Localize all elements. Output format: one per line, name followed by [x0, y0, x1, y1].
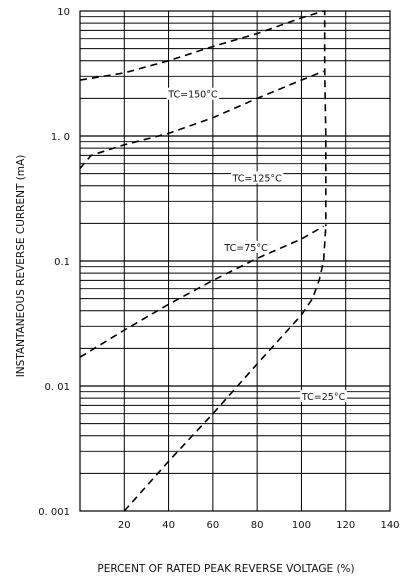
curve-tc-75-c — [79, 225, 324, 358]
grid — [79, 10, 391, 512]
y-tick-label: 1. 0 — [51, 132, 70, 143]
curves — [79, 10, 327, 512]
curve-label-bg — [166, 87, 220, 100]
tick-labels: 20 40 60 80 100 120 140 0. 001 0. 01 0.1 1. 0 10 — [38, 7, 399, 531]
y-tick-label: 10 — [57, 7, 70, 18]
y-axis-title: INSTANTANEOUS REVERSE CURRENT (mA) — [15, 155, 27, 378]
curve-tc-125-c — [79, 70, 324, 170]
curve-label: TC=25°C — [301, 392, 346, 403]
curve-label: TC=150°C — [167, 90, 218, 101]
curve-label: TC=75°C — [223, 243, 268, 254]
x-axis-title: PERCENT OF RATED PEAK REVERSE VOLTAGE (%… — [97, 563, 354, 575]
y-tick-label: 0.1 — [54, 257, 70, 268]
curve-label: TC=125°C — [231, 173, 282, 184]
y-tick-label: 0. 01 — [45, 382, 70, 393]
curve-label-bg — [300, 390, 347, 403]
x-tick-label: 20 — [118, 520, 131, 531]
x-tick-label: 100 — [292, 520, 311, 531]
x-tick-label: 40 — [162, 520, 175, 531]
x-tick-label: 80 — [251, 520, 264, 531]
x-tick-label: 140 — [380, 520, 399, 531]
x-tick-label: 60 — [206, 520, 219, 531]
x-tick-label: 120 — [336, 520, 355, 531]
y-tick-label: 0. 001 — [38, 507, 70, 518]
curve-label-bg — [222, 240, 270, 253]
curve-label-bg — [230, 171, 284, 184]
curve-tc-150-c — [79, 10, 327, 227]
curve-labels: TC=150°C TC=125°C TC=75°C TC=25°C — [166, 87, 347, 403]
curve-tc-25-c — [123, 226, 327, 512]
